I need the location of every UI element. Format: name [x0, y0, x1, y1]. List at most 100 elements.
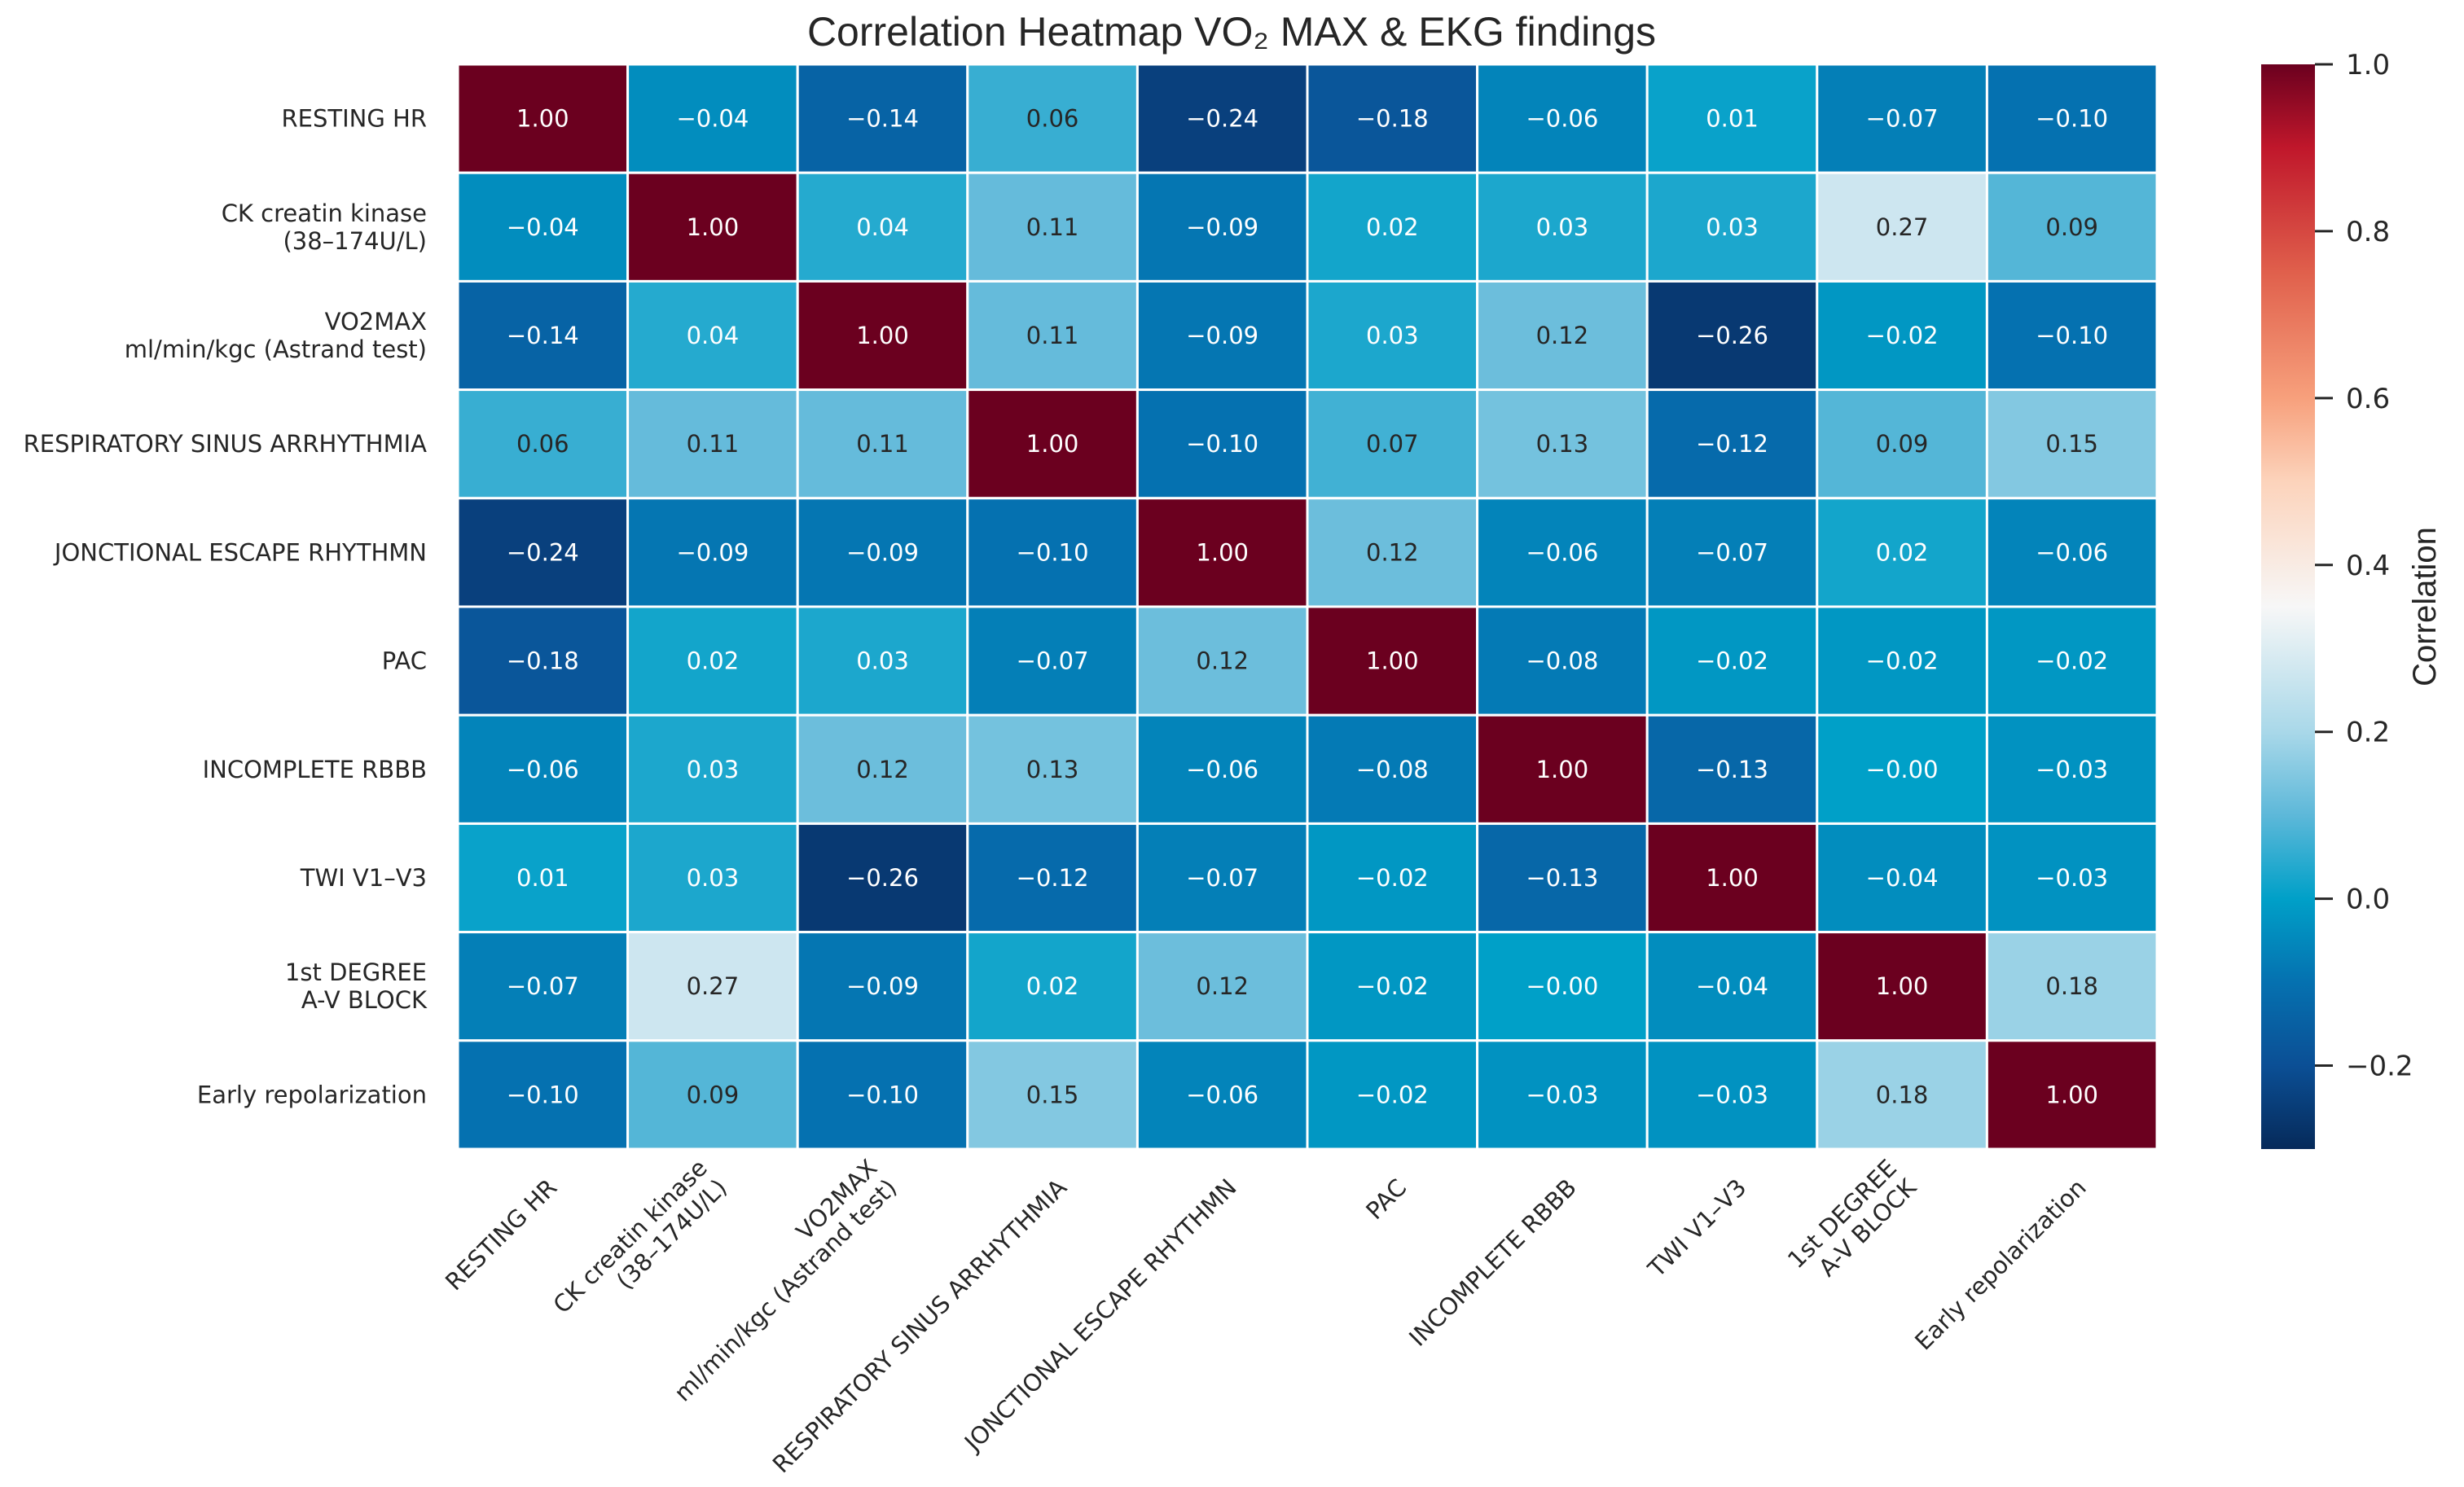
heatmap-cell: [1816, 605, 1988, 717]
heatmap-cell: [1816, 388, 1988, 500]
cell-annotation: 0.15: [2045, 430, 2098, 458]
cell-annotation: −0.08: [1526, 647, 1598, 675]
cell-annotation: 0.07: [1366, 430, 1419, 458]
cell-annotation: −0.13: [1696, 756, 1768, 783]
heatmap-cell: [456, 931, 630, 1042]
y-tick-label: 1st DEGREE A-V BLOCK: [285, 958, 428, 1014]
heatmap-cell: [1985, 822, 2159, 934]
colorbar-ticks: 1.0 0.8 0.6 0.4 0.2 0.0 −0.2: [2315, 49, 2413, 1083]
cell-annotation: 0.15: [1026, 1081, 1079, 1108]
cell-annotation: 0.13: [1536, 430, 1589, 458]
heatmap-cell: [1135, 497, 1309, 608]
cell-annotation: −0.10: [1186, 430, 1258, 458]
heatmap-cell: [1985, 497, 2159, 608]
x-tick-label: PAC: [1360, 1173, 1412, 1225]
heatmap-cell: [1135, 1039, 1309, 1151]
cell-annotation: 0.06: [516, 430, 569, 458]
cell-annotation: −0.00: [1526, 972, 1598, 1000]
cell-annotation: −0.10: [1017, 538, 1089, 566]
heatmap-cell: [1306, 605, 1479, 717]
x-tick-label: TWI V1–V3: [1642, 1173, 1752, 1283]
cell-annotation: 0.01: [1706, 105, 1759, 133]
heatmap-cell: [456, 388, 630, 500]
cell-annotation: −0.02: [1356, 864, 1429, 892]
x-tick-label: 1st DEGREEA-V BLOCK: [1782, 1153, 1922, 1293]
heatmap-cell: [1306, 171, 1479, 283]
heatmap-cell: [1476, 279, 1649, 392]
cell-annotation: 1.00: [1536, 756, 1589, 783]
cell-annotation: −0.02: [2036, 647, 2108, 675]
cell-annotation: 0.12: [1196, 972, 1249, 1000]
cell-annotation: −0.03: [1696, 1081, 1768, 1108]
cell-annotation: 0.03: [1706, 213, 1759, 241]
cell-annotation: −0.00: [1866, 756, 1939, 783]
cell-annotation: 0.03: [687, 864, 740, 892]
cell-annotation: 0.02: [1026, 972, 1079, 1000]
heatmap-cell: [1985, 713, 2159, 825]
heatmap-cell: [626, 63, 799, 174]
heatmap-cell: [966, 822, 1139, 934]
cell-annotation: 0.04: [687, 322, 740, 349]
svg-text:1st DEGREEA-V BLOCK: 1st DEGREEA-V BLOCK: [1782, 1153, 1922, 1293]
heatmap-cell: [1135, 822, 1309, 934]
heatmap-cell: [456, 63, 630, 174]
heatmap-cell: [1816, 497, 1988, 608]
cell-annotation: 0.12: [1196, 647, 1249, 675]
heatmap-cell: [966, 931, 1139, 1042]
svg-text:Early repolarization: Early repolarization: [1909, 1173, 2092, 1356]
x-tick-label: CK creatin kinase(38–174U/L): [547, 1154, 731, 1318]
heatmap-cell: [796, 822, 969, 934]
heatmap-cell: [1645, 1039, 1819, 1151]
heatmap-cell: [626, 822, 799, 934]
heatmap-cell: [1135, 605, 1309, 717]
cell-annotation: −0.02: [1866, 322, 1939, 349]
x-tick-label: RESTING HR: [440, 1173, 562, 1296]
cell-annotation: −0.26: [846, 864, 919, 892]
cell-annotation: 0.27: [1876, 213, 1929, 241]
svg-text:PAC: PAC: [1360, 1173, 1412, 1225]
cell-annotation: 0.12: [1366, 538, 1419, 566]
cell-annotation: −0.03: [2036, 756, 2108, 783]
heatmap-cell: [1645, 822, 1819, 934]
cell-annotation: −0.07: [1186, 864, 1258, 892]
cell-annotation: 0.02: [687, 647, 740, 675]
cell-annotation: −0.07: [1866, 105, 1939, 133]
cell-annotation: 1.00: [687, 213, 740, 241]
cell-annotation: −0.06: [507, 756, 579, 783]
svg-text:INCOMPLETE RBBB: INCOMPLETE RBBB: [1403, 1173, 1582, 1352]
y-tick-label: RESPIRATORY SINUS ARRHYTHMIA: [24, 430, 428, 458]
heatmap-cell: [1985, 171, 2159, 283]
colorbar-gradient: [2261, 64, 2315, 1149]
colorbar-tick-label: 0.2: [2346, 717, 2390, 749]
heatmap-cell: [626, 171, 799, 283]
heatmap-cell: [456, 605, 630, 717]
x-tick-label: Early repolarization: [1909, 1173, 2092, 1356]
y-tick-label: Early repolarization: [197, 1081, 427, 1108]
y-tick-label: CK creatin kinase (38–174U/L): [222, 200, 427, 255]
heatmap-cell: [1135, 279, 1309, 392]
chart-title: Correlation Heatmap VO₂ MAX & EKG findin…: [807, 9, 1656, 55]
colorbar-tick-label: 0.0: [2346, 884, 2390, 916]
y-tick-labels: RESTING HR CK creatin kinase (38–174U/L) VO…: [24, 105, 428, 1109]
svg-text:TWI V1–V3: TWI V1–V3: [1642, 1173, 1752, 1283]
cell-annotation: −0.09: [846, 538, 919, 566]
cell-annotation: −0.12: [1696, 430, 1768, 458]
cell-annotation: −0.04: [676, 105, 749, 133]
cell-annotation: −0.10: [846, 1081, 919, 1108]
cell-annotation: 0.02: [1876, 538, 1929, 566]
heatmap-cell: [1645, 63, 1819, 174]
cell-annotation: 0.04: [856, 213, 909, 241]
cell-annotation: 1.00: [2045, 1081, 2098, 1108]
cell-annotation: −0.10: [2036, 105, 2108, 133]
cell-annotation: 0.18: [2045, 972, 2098, 1000]
heatmap-cell: [1476, 171, 1649, 283]
heatmap-cell: [1476, 388, 1649, 500]
cell-annotation: 0.09: [687, 1081, 740, 1108]
heatmap-cell: [1306, 822, 1479, 934]
cell-annotation: −0.10: [507, 1081, 579, 1108]
heatmap-cell: [1985, 931, 2159, 1042]
heatmap-cell: [1645, 171, 1819, 283]
cell-annotation: 0.03: [1536, 213, 1589, 241]
cell-annotation: −0.06: [1186, 756, 1258, 783]
